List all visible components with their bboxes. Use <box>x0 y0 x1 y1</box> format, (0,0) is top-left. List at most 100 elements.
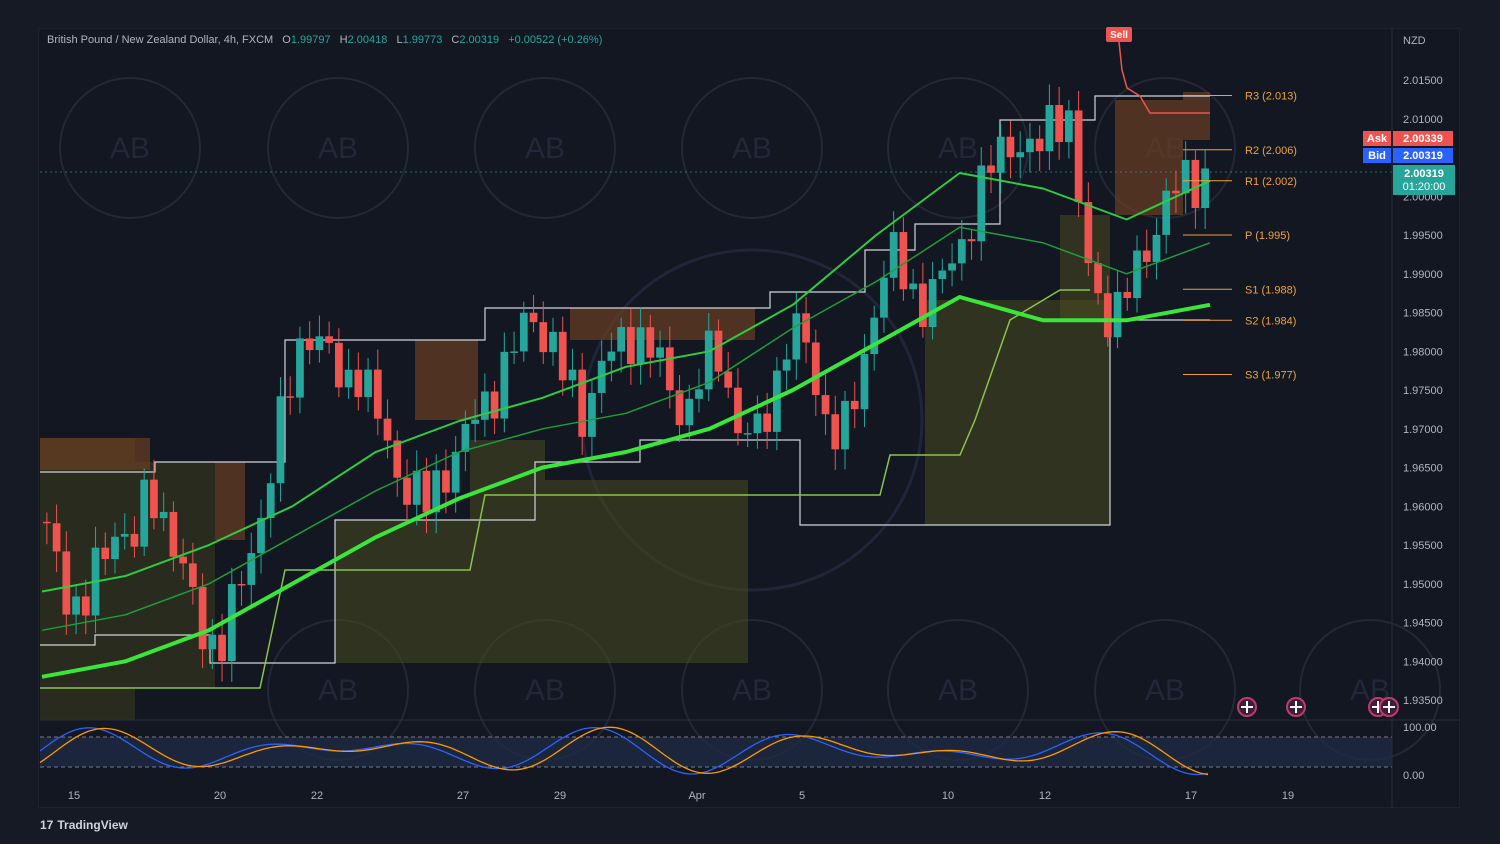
bid-label-bg <box>1363 148 1391 163</box>
candle-body <box>257 517 265 554</box>
bar-countdown: 01:20:00 <box>1403 181 1446 193</box>
bid-price: 2.00319 <box>1403 150 1443 162</box>
candle-body <box>646 327 655 358</box>
candle-body <box>977 165 986 242</box>
event-flags[interactable] <box>1237 697 1399 717</box>
candle-body <box>140 479 149 547</box>
candle-body <box>43 521 51 524</box>
candle-body <box>150 479 158 519</box>
candle-body <box>627 327 635 365</box>
candle-body <box>636 327 645 365</box>
ask-price-bg <box>1393 131 1453 146</box>
candle-body <box>1026 138 1034 153</box>
range-box <box>335 520 470 663</box>
price-scale[interactable]: NZD2.015002.010002.000001.995001.990001.… <box>1363 28 1455 808</box>
candle-body <box>335 342 343 388</box>
candle-body <box>880 277 888 318</box>
candle-body <box>821 395 830 415</box>
time-tick-label: 22 <box>311 790 323 802</box>
candle-body <box>354 369 363 398</box>
time-tick-label: Apr <box>688 790 705 802</box>
sell-signal-label: Sell <box>1110 30 1128 41</box>
candle-body <box>315 336 324 351</box>
candle-body <box>734 387 742 434</box>
time-tick-label: 27 <box>457 790 469 802</box>
candle-body <box>237 583 246 586</box>
pivot-label: R3 (2.013) <box>1245 91 1297 103</box>
candle-body <box>364 369 372 398</box>
candle-body <box>1181 159 1190 194</box>
candle-body <box>422 470 431 513</box>
lower-channel-line <box>40 319 1210 664</box>
bid-label: Bid <box>1368 150 1386 162</box>
candle-body <box>743 433 752 435</box>
tradingview-logo[interactable]: 17 TradingView <box>40 818 132 832</box>
watermark-seal-text: AB <box>525 674 565 707</box>
candle-body <box>373 369 382 419</box>
candle-body <box>393 440 402 478</box>
range-box <box>545 480 748 663</box>
low-value: 1.99773 <box>402 34 443 46</box>
sell-signal[interactable]: Sell <box>1106 27 1210 114</box>
candle-body <box>247 553 256 585</box>
watermark-layer: ABABABABABABABABABABABAB <box>59 77 1441 761</box>
candle-body <box>111 536 119 560</box>
ask-label: Ask <box>1367 133 1388 145</box>
candle-body <box>101 547 110 560</box>
last-price: 2.00319 <box>1404 168 1444 180</box>
candle-body <box>52 523 61 552</box>
candle-body <box>62 551 71 615</box>
candle-body <box>928 279 937 328</box>
high-label: H <box>339 34 348 46</box>
candle-body <box>451 451 460 493</box>
candle-body <box>773 370 781 432</box>
ema-lines <box>41 172 1211 679</box>
symbol-legend: British Pound / New Zealand Dollar, 4h, … <box>47 34 602 46</box>
candle-body <box>987 165 995 173</box>
candle-body <box>558 331 567 381</box>
candle-body <box>1172 190 1180 194</box>
candle-body <box>919 283 927 328</box>
time-tick-label: 5 <box>799 790 805 802</box>
candle-body <box>899 232 908 290</box>
candle-body <box>490 391 499 419</box>
time-axis[interactable]: 15 20 22 27 29 Apr 5 10 12 17 19 <box>68 790 1294 802</box>
sell-signal-line <box>1118 41 1210 114</box>
candle-body <box>266 483 275 518</box>
candle-body <box>1162 190 1171 235</box>
candle-body <box>189 563 197 587</box>
candle-body <box>811 342 820 396</box>
candle-body <box>1074 110 1083 203</box>
open-value: 1.99797 <box>290 34 331 46</box>
candle-body <box>617 327 625 352</box>
time-tick-label: 20 <box>214 790 226 802</box>
candle-body <box>685 398 694 426</box>
candle-body <box>763 413 771 432</box>
candle-body <box>208 634 217 650</box>
candle-body <box>860 354 869 410</box>
candle-body <box>1006 136 1015 158</box>
candle-body <box>802 313 810 343</box>
candle-body <box>81 596 90 616</box>
tradingview-logo-text: TradingView <box>57 818 128 832</box>
candle-body <box>1055 105 1063 143</box>
pivot-label: S2 (1.984) <box>1245 315 1296 327</box>
stoch-k-line <box>39 727 1209 776</box>
price-tick-label: 2.01000 <box>1403 114 1443 126</box>
chart-pane[interactable] <box>38 28 1460 808</box>
candle-body <box>938 270 947 280</box>
candle-body <box>72 596 80 615</box>
symbol-title: British Pound / New Zealand Dollar, 4h, … <box>47 34 274 46</box>
candle-body <box>1103 293 1112 338</box>
candle-body <box>276 396 285 484</box>
candle-body <box>432 470 441 513</box>
candle-body <box>120 533 129 537</box>
candle-body <box>909 283 917 290</box>
price-tick-label: 1.97500 <box>1403 385 1443 397</box>
candle-body <box>1035 138 1044 152</box>
pivot-label: S3 (1.977) <box>1245 370 1296 382</box>
candle-body <box>568 369 577 381</box>
candle-body <box>461 423 470 452</box>
candle-body <box>1133 250 1141 299</box>
